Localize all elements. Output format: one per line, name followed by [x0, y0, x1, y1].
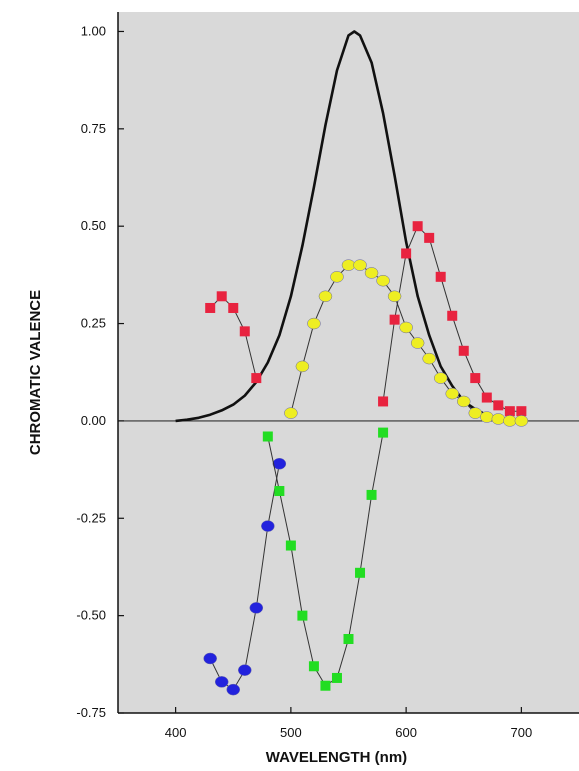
data-point [203, 652, 217, 665]
y-tick-label: 1.00 [81, 23, 106, 38]
data-point [353, 259, 367, 271]
data-point [251, 373, 262, 384]
data-point [297, 610, 308, 621]
data-point [433, 372, 448, 384]
data-point [228, 302, 239, 313]
data-point [261, 520, 275, 532]
series-1 [205, 221, 527, 417]
plot-area [118, 12, 579, 713]
data-point [284, 407, 298, 419]
data-point [399, 321, 413, 334]
data-point [320, 680, 331, 691]
data-point [376, 274, 390, 287]
data-point [468, 407, 483, 419]
x-tick-label: 500 [280, 725, 302, 740]
data-point [378, 396, 389, 407]
data-point [458, 345, 469, 356]
tick-labels: 1.00 0.75 0.50 0.25 0.00 -0.25 -0.50 -0.75 400 50… [76, 23, 532, 740]
data-point [366, 489, 377, 500]
data-point [295, 360, 310, 373]
data-point [424, 232, 435, 243]
data-point [412, 221, 423, 232]
y-tick-label: -0.25 [76, 510, 106, 525]
data-point [435, 271, 446, 282]
data-point [516, 406, 527, 417]
data-point [504, 406, 515, 417]
data-point [239, 326, 250, 337]
data-point [205, 302, 216, 313]
data-point [331, 672, 342, 683]
y-tick-label: 0.50 [81, 218, 106, 233]
y-tick-label: 0.75 [81, 121, 106, 136]
data-point [285, 540, 296, 551]
data-point [410, 337, 425, 349]
data-point [272, 458, 287, 470]
y-tick-label: -0.75 [76, 705, 106, 720]
x-tick-label: 600 [395, 725, 417, 740]
y-axis-title: CHROMATIC VALENCE [27, 290, 44, 455]
data-point [274, 486, 285, 497]
data-point [491, 413, 506, 425]
x-tick-label: 400 [165, 725, 187, 740]
series-3 [262, 427, 389, 691]
data-point [378, 427, 389, 438]
data-point [445, 387, 459, 400]
data-point [447, 310, 458, 321]
x-axis-title: WAVELENGTH (nm) [266, 749, 407, 766]
data-point [262, 431, 273, 442]
x-tick-label: 700 [511, 725, 533, 740]
data-point [214, 676, 229, 688]
series-4 [284, 259, 529, 427]
data-point [343, 634, 354, 645]
data-point [307, 317, 321, 330]
data-point [216, 291, 227, 302]
data-point [355, 567, 366, 578]
data-point [480, 411, 494, 423]
data-point [389, 314, 400, 325]
y-tick-label: 0.00 [81, 413, 106, 428]
data-point [226, 683, 240, 696]
y-tick-label: 0.25 [81, 316, 106, 331]
y-tick-label: -0.50 [76, 608, 106, 623]
data-point [493, 400, 504, 411]
series-layer [175, 30, 529, 696]
data-point [318, 290, 333, 303]
data-point [503, 415, 517, 427]
data-point [457, 395, 471, 408]
data-point [470, 373, 481, 384]
data-point [308, 661, 319, 672]
data-point [422, 352, 436, 365]
data-point [401, 248, 412, 259]
data-point [387, 290, 402, 303]
data-point [249, 602, 264, 614]
data-point [330, 271, 344, 283]
data-point [364, 267, 379, 279]
series-2 [203, 458, 287, 696]
data-point [514, 415, 529, 427]
data-point [481, 392, 492, 403]
data-point [238, 664, 252, 676]
data-point [341, 259, 356, 271]
axes [117, 12, 579, 714]
